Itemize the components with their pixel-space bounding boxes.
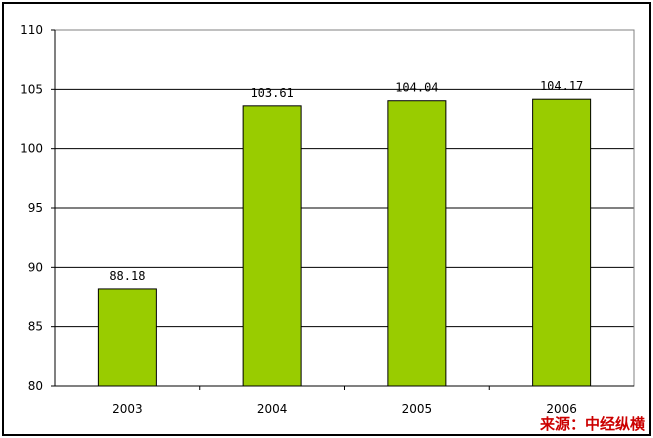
x-tick-label: 2005: [402, 402, 433, 416]
y-tick-label: 100: [20, 142, 43, 156]
y-tick-label: 85: [28, 320, 43, 334]
bar: [97, 288, 157, 387]
data-label: 104.04: [395, 81, 438, 95]
y-tick-label: 80: [28, 379, 43, 393]
bar: [532, 98, 592, 387]
x-tick-label: 2006: [546, 402, 577, 416]
bars: [97, 98, 592, 387]
y-tick-label: 90: [28, 260, 43, 274]
data-label: 104.17: [540, 79, 583, 93]
y-tick-label: 110: [20, 23, 43, 37]
x-tick-label: 2004: [257, 402, 288, 416]
data-label: 103.61: [250, 86, 293, 100]
y-tick-label: 105: [20, 82, 43, 96]
source-label: 来源：中经纵横: [539, 415, 645, 433]
bar: [387, 100, 447, 387]
bar: [242, 105, 302, 387]
labels: 80 85 90 95 100 105 110 88.18 2003 103.61 2004 104.…: [20, 23, 583, 416]
x-tick-label: 2003: [112, 402, 143, 416]
y-tick-label: 95: [28, 201, 43, 215]
axes: [51, 29, 635, 390]
data-label: 88.18: [109, 269, 145, 283]
